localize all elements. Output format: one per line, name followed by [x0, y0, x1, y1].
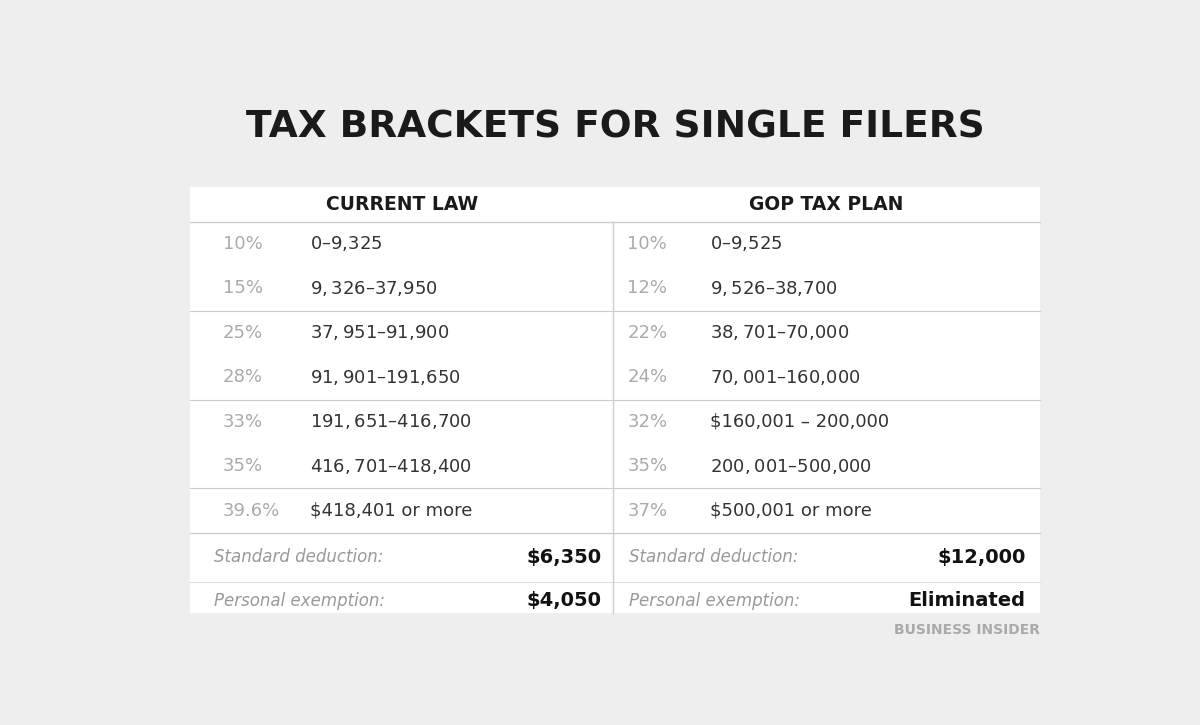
Text: $91,901 – $191,650: $91,901 – $191,650 [311, 368, 461, 387]
Text: 32%: 32% [628, 413, 667, 431]
Text: $9,526 – $38,700: $9,526 – $38,700 [710, 279, 838, 298]
Text: 37%: 37% [628, 502, 667, 520]
Text: 35%: 35% [223, 457, 263, 475]
Text: 25%: 25% [223, 324, 263, 342]
Text: Personal exemption:: Personal exemption: [214, 592, 384, 610]
Text: 10%: 10% [223, 235, 263, 253]
Text: Personal exemption:: Personal exemption: [629, 592, 800, 610]
Text: GOP TAX PLAN: GOP TAX PLAN [749, 195, 904, 215]
Text: $191,651 – $416,700: $191,651 – $416,700 [311, 413, 473, 431]
Text: 10%: 10% [628, 235, 667, 253]
Text: 15%: 15% [223, 279, 263, 297]
Text: TAX BRACKETS FOR SINGLE FILERS: TAX BRACKETS FOR SINGLE FILERS [246, 109, 984, 146]
Text: 39.6%: 39.6% [223, 502, 280, 520]
Text: $12,000: $12,000 [937, 548, 1026, 567]
Text: 28%: 28% [223, 368, 263, 386]
Text: $416,701 – $418,400: $416,701 – $418,400 [311, 457, 473, 476]
Text: $0 – $9,325: $0 – $9,325 [311, 234, 383, 254]
Text: 35%: 35% [628, 457, 667, 475]
Text: Standard deduction:: Standard deduction: [214, 549, 383, 566]
Text: $9,326 – $37,950: $9,326 – $37,950 [311, 279, 438, 298]
Text: $500,001 or more: $500,001 or more [710, 502, 872, 520]
Text: 22%: 22% [628, 324, 667, 342]
Text: 12%: 12% [628, 279, 667, 297]
Text: $200,001 – $500,000: $200,001 – $500,000 [710, 457, 872, 476]
Text: $37,951 – $91,900: $37,951 – $91,900 [311, 323, 450, 342]
Text: $6,350: $6,350 [527, 548, 602, 567]
Text: Standard deduction:: Standard deduction: [629, 549, 798, 566]
Text: Eliminated: Eliminated [908, 591, 1026, 610]
FancyBboxPatch shape [191, 187, 1039, 613]
Text: $418,401 or more: $418,401 or more [311, 502, 473, 520]
Text: $38,701 – $70,000: $38,701 – $70,000 [710, 323, 850, 342]
Text: 24%: 24% [628, 368, 667, 386]
Text: 33%: 33% [223, 413, 263, 431]
Text: BUSINESS INSIDER: BUSINESS INSIDER [894, 623, 1039, 637]
Text: $0 – $9,525: $0 – $9,525 [710, 234, 782, 254]
Text: CURRENT LAW: CURRENT LAW [326, 195, 478, 215]
Text: $160,001 – 200,000: $160,001 – 200,000 [710, 413, 889, 431]
Text: $70,001 – $160,000: $70,001 – $160,000 [710, 368, 860, 387]
Text: $4,050: $4,050 [527, 591, 602, 610]
